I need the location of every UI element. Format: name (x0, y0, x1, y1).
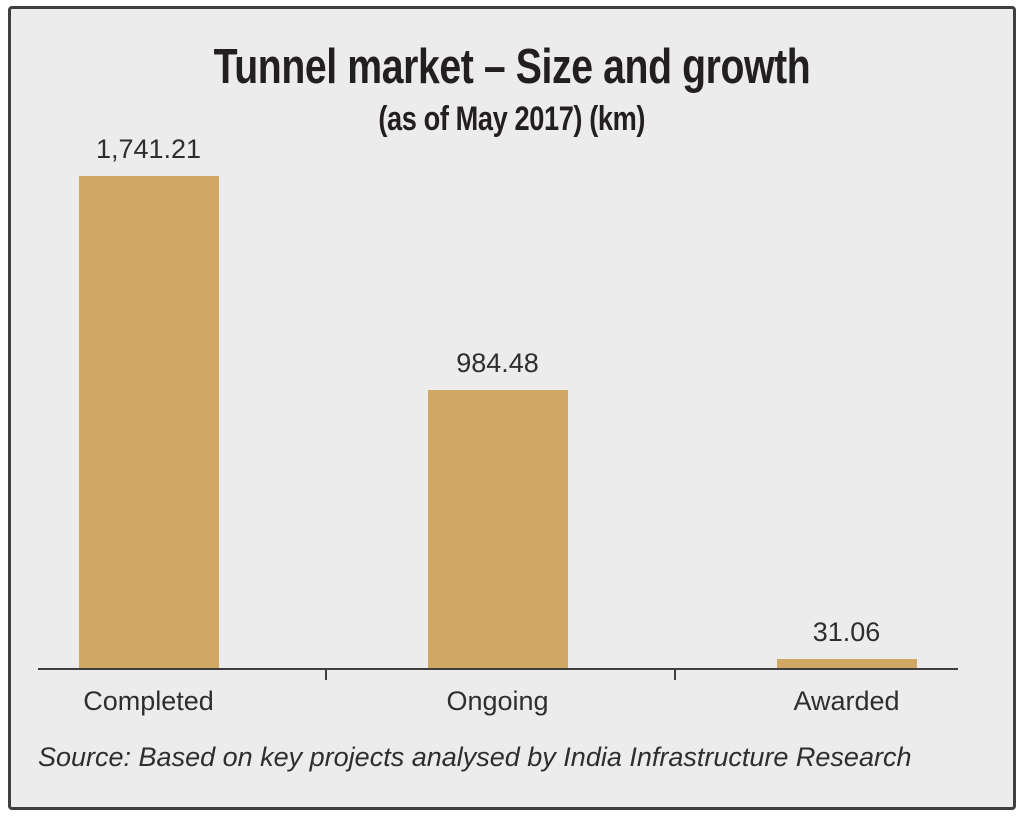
chart-subtitle-text: (as of May 2017) (km) (378, 100, 646, 138)
bar-value-label: 31.06 (812, 617, 881, 647)
x-axis-category-label: Awarded (793, 686, 900, 716)
x-axis-category-label: Completed (83, 686, 214, 716)
chart-title: Tunnel market – Size and growth (11, 39, 1013, 95)
bar-value-label: 984.48 (456, 348, 539, 378)
bar-completed (78, 176, 219, 668)
bar-ongoing (427, 390, 568, 668)
bar-value-label: 1,741.21 (95, 134, 202, 164)
source-note: Source: Based on key projects analysed b… (38, 742, 912, 772)
chart-title-text: Tunnel market – Size and growth (213, 40, 811, 94)
x-axis-line (38, 668, 958, 670)
x-axis-category-label: Ongoing (446, 686, 549, 716)
chart-subtitle: (as of May 2017) (km) (11, 99, 1013, 139)
chart-frame: Tunnel market – Size and growth (as of M… (8, 6, 1016, 810)
axis-tick (325, 670, 327, 680)
bar-awarded (776, 659, 917, 668)
plot-area: Tunnel market – Size and growth (as of M… (11, 9, 1013, 807)
axis-tick (674, 670, 676, 680)
